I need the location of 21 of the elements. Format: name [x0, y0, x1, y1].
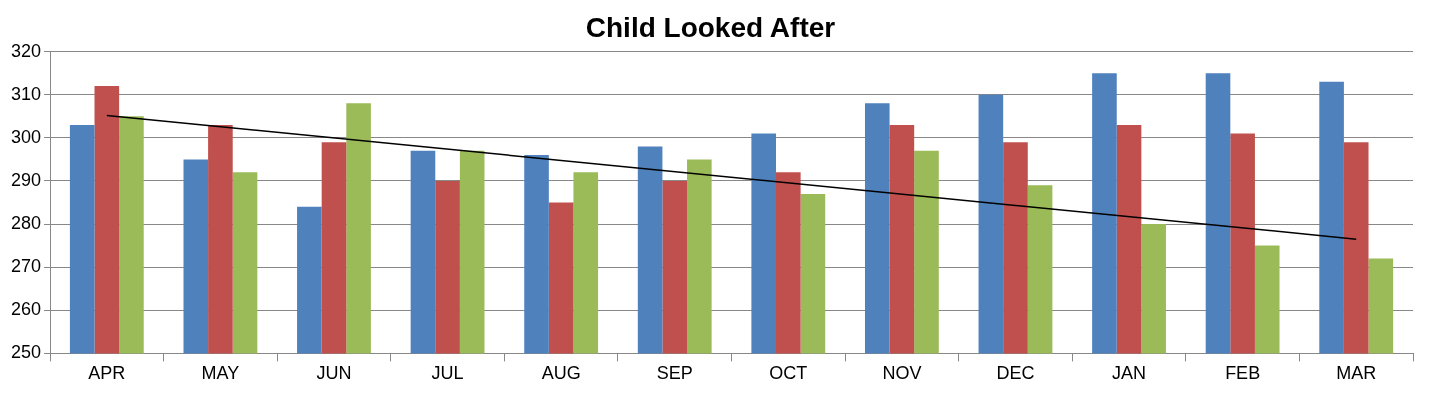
- y-tick-label: 280: [10, 213, 42, 234]
- x-tick-label: SEP: [656, 363, 693, 384]
- chart-title: Child Looked After: [585, 11, 836, 43]
- x-tick-label: MAR: [1336, 363, 1377, 384]
- x-tick-label: MAY: [201, 363, 240, 384]
- x-tick-label: OCT: [769, 363, 808, 384]
- x-tick-label: AUG: [541, 363, 581, 384]
- y-tick-label: 300: [10, 126, 42, 147]
- x-tick-label: APR: [88, 363, 126, 384]
- x-tick-label: DEC: [996, 363, 1035, 384]
- x-tick-label: NOV: [882, 363, 922, 384]
- y-tick-label: 270: [10, 256, 42, 277]
- y-tick-label: 320: [10, 40, 42, 61]
- y-tick-label: 250: [10, 342, 42, 363]
- x-tick-label: JAN: [1112, 363, 1147, 384]
- y-tick-label: 260: [10, 299, 42, 320]
- y-tick-label: 310: [10, 83, 42, 104]
- x-tick-label: JUN: [316, 363, 352, 384]
- x-tick-label: FEB: [1225, 363, 1261, 384]
- y-tick-label: 290: [10, 169, 42, 190]
- x-tick-label: JUL: [431, 363, 464, 384]
